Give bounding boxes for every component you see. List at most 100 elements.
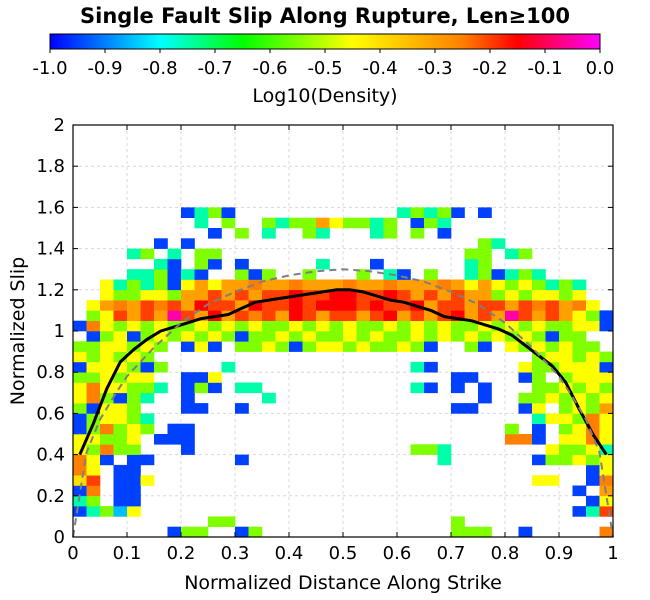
heatmap-cell xyxy=(545,475,560,486)
heatmap-cell xyxy=(100,320,114,332)
heatmap-cell xyxy=(167,300,182,311)
heatmap-cell xyxy=(154,361,168,373)
heatmap-cell xyxy=(302,341,317,352)
heatmap-cell xyxy=(302,331,317,342)
heatmap-cell xyxy=(329,310,344,321)
heatmap-cell xyxy=(559,279,573,291)
heatmap-cell xyxy=(194,526,209,538)
heatmap-cell xyxy=(478,526,492,538)
heatmap-cell xyxy=(586,361,600,373)
heatmap-cell xyxy=(113,289,128,301)
heatmap-cell xyxy=(167,526,182,538)
heatmap-cell xyxy=(100,506,114,517)
colorbar-tick-label: -0.7 xyxy=(197,58,232,79)
heatmap-cell xyxy=(208,289,222,301)
heatmap-cell xyxy=(181,526,195,538)
heatmap-cell xyxy=(73,434,87,445)
heatmap-cell xyxy=(194,248,209,260)
heatmap-cell xyxy=(545,279,560,291)
heatmap-cell xyxy=(289,279,303,291)
heatmap-cell xyxy=(370,320,384,332)
heatmap-cell xyxy=(356,331,371,342)
heatmap-cell xyxy=(397,269,411,280)
heatmap-cell xyxy=(167,434,182,445)
heatmap-cell xyxy=(599,361,614,373)
heatmap-cell xyxy=(370,341,384,352)
heatmap-cell xyxy=(140,351,155,363)
heatmap-cell xyxy=(383,300,398,311)
heatmap-cell xyxy=(518,289,533,301)
heatmap-cell xyxy=(302,310,317,321)
x-tick-label: 0.5 xyxy=(329,543,358,564)
heatmap-cell xyxy=(545,382,560,394)
y-tick-label: 1.2 xyxy=(36,280,65,301)
heatmap-cell xyxy=(410,279,425,291)
heatmap-cell xyxy=(410,310,425,321)
heatmap-cell xyxy=(518,300,533,311)
heatmap-cell xyxy=(424,207,438,218)
heatmap-cell xyxy=(572,413,587,424)
heatmap-cell xyxy=(518,310,533,321)
heatmap-cell xyxy=(518,320,533,332)
heatmap-cell xyxy=(221,516,236,527)
heatmap-cell xyxy=(559,331,573,342)
heatmap-cell xyxy=(572,351,587,363)
heatmap-cell xyxy=(73,413,87,424)
heatmap-cell xyxy=(572,279,587,291)
y-tick-label: 1 xyxy=(54,321,65,342)
heatmap-cell xyxy=(586,444,600,455)
heatmap-cell xyxy=(424,310,438,321)
colorbar-tick-label: -0.5 xyxy=(307,58,342,79)
heatmap-cell xyxy=(343,300,357,311)
heatmap-cell xyxy=(518,361,533,373)
heatmap-cell xyxy=(437,228,452,239)
heatmap-cell xyxy=(221,361,236,373)
heatmap-cell xyxy=(113,495,128,507)
y-tick-label: 0 xyxy=(54,527,65,548)
heatmap-cell xyxy=(113,392,128,404)
heatmap-cell xyxy=(248,300,263,311)
heatmap-cell xyxy=(424,300,438,311)
heatmap-cell xyxy=(559,434,573,445)
heatmap-cell xyxy=(572,444,587,455)
heatmap-cell xyxy=(478,382,492,394)
heatmap-cell xyxy=(316,279,330,291)
heatmap-cell xyxy=(113,423,128,435)
heatmap-cell xyxy=(478,310,492,321)
heatmap-cell xyxy=(235,341,249,352)
heatmap-cell xyxy=(451,310,465,321)
heatmap-cell xyxy=(154,341,168,352)
heatmap-cell xyxy=(221,320,236,332)
colorbar-tick-label: -0.1 xyxy=(527,58,562,79)
heatmap-cell xyxy=(235,382,249,394)
heatmap-cell xyxy=(410,320,425,332)
heatmap-cell xyxy=(370,228,384,239)
heatmap-cell xyxy=(235,320,249,332)
heatmap-cell xyxy=(572,300,587,311)
heatmap-cell xyxy=(86,485,101,497)
heatmap-cell xyxy=(383,341,398,352)
heatmap-cell xyxy=(235,279,249,291)
heatmap-cell xyxy=(437,279,452,291)
heatmap-cell xyxy=(559,310,573,321)
heatmap-cell xyxy=(559,444,573,455)
heatmap-cell xyxy=(397,289,411,301)
heatmap-cell xyxy=(586,382,600,394)
heatmap-cell xyxy=(262,320,276,332)
heatmap-cell xyxy=(113,434,128,445)
heatmap-cell xyxy=(100,423,114,435)
heatmap-cell xyxy=(248,310,263,321)
heatmap-cell xyxy=(235,526,249,538)
heatmap-cell xyxy=(127,403,141,414)
heatmap-cell xyxy=(181,423,195,435)
y-tick-label: 0.6 xyxy=(36,403,65,424)
heatmap-cell xyxy=(86,413,101,424)
heatmap-cell xyxy=(194,279,209,291)
heatmap-cell xyxy=(545,341,560,352)
heatmap-cell xyxy=(478,258,492,270)
heatmap-cell xyxy=(532,434,546,445)
heatmap-cell xyxy=(140,475,155,486)
heatmap-cell xyxy=(316,217,330,229)
heatmap-cell xyxy=(127,361,141,373)
heatmap-cell xyxy=(559,289,573,301)
